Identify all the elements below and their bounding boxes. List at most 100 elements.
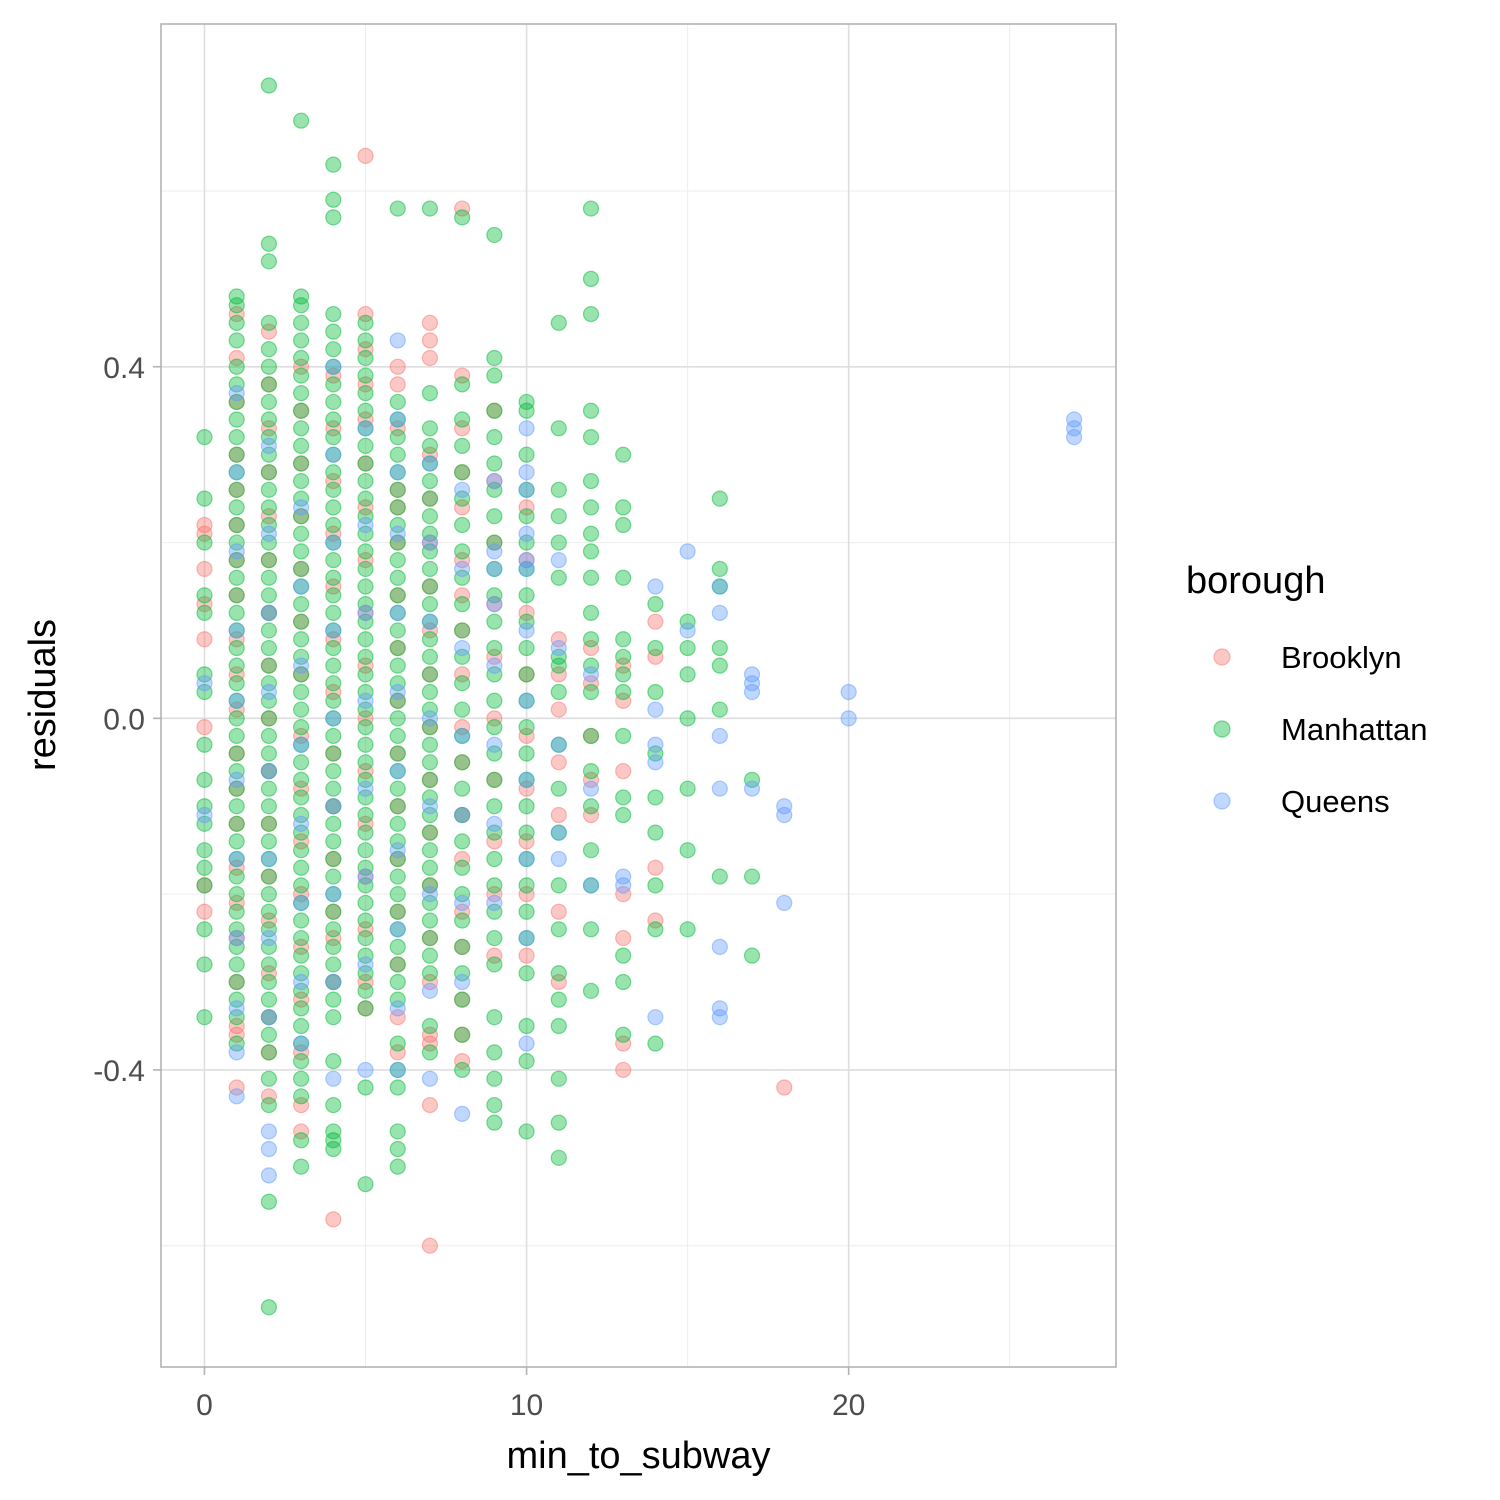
- data-point: [550, 973, 567, 991]
- data-point: [293, 385, 310, 402]
- data-point: [293, 1070, 310, 1087]
- data-point: [454, 912, 471, 929]
- data-point: [582, 428, 600, 446]
- data-point: [260, 569, 278, 586]
- data-point: [711, 1000, 728, 1017]
- data-point: [228, 385, 245, 402]
- data-point: [357, 631, 374, 648]
- data-point: [421, 912, 439, 929]
- data-point: [389, 710, 406, 727]
- data-point: [357, 420, 374, 437]
- data-point: [518, 947, 535, 964]
- data-point: [582, 631, 600, 648]
- data-point: [421, 947, 439, 964]
- data-point: [196, 736, 213, 753]
- data-point: [647, 1009, 664, 1026]
- data-point: [550, 314, 567, 331]
- data-point: [389, 587, 406, 604]
- data-point: [196, 842, 213, 859]
- data-point: [421, 648, 439, 665]
- data-point: [357, 771, 374, 788]
- data-point: [389, 200, 406, 217]
- data-point: [389, 358, 406, 375]
- legend-key: [1213, 792, 1231, 810]
- data-point: [518, 393, 535, 411]
- data-point: [518, 877, 535, 894]
- data-point: [228, 868, 245, 885]
- data-point: [293, 973, 310, 991]
- data-point: [679, 780, 696, 797]
- data-point: [647, 921, 664, 938]
- data-point: [647, 824, 664, 841]
- data-point: [228, 349, 245, 367]
- data-point: [550, 666, 567, 683]
- data-point: [196, 859, 213, 876]
- data-point: [325, 420, 342, 437]
- data-point: [454, 622, 471, 639]
- data-point: [260, 683, 278, 701]
- data-point: [454, 727, 471, 745]
- data-point: [260, 314, 278, 331]
- data-point: [228, 815, 245, 832]
- data-point: [293, 437, 310, 454]
- data-point: [486, 587, 503, 604]
- data-point: [389, 569, 406, 586]
- data-point: [357, 648, 374, 665]
- data-point: [711, 780, 728, 797]
- data-point: [293, 595, 310, 613]
- data-point: [357, 719, 374, 736]
- data-point: [260, 833, 278, 850]
- data-point: [389, 622, 406, 639]
- data-point: [357, 455, 374, 472]
- data-point: [454, 560, 471, 578]
- data-point: [582, 543, 600, 560]
- data-point: [357, 806, 374, 824]
- data-point: [389, 973, 406, 991]
- data-point: [325, 1053, 342, 1070]
- data-point: [454, 209, 471, 226]
- data-point: [260, 675, 278, 692]
- data-point: [421, 490, 439, 507]
- data-point: [518, 1035, 535, 1052]
- data-point: [518, 1053, 535, 1070]
- data-point: [454, 1053, 471, 1070]
- data-point: [357, 367, 374, 384]
- data-point: [293, 314, 310, 331]
- x-tick-label: 20: [832, 1389, 865, 1422]
- data-point: [582, 569, 600, 586]
- data-point: [454, 420, 471, 437]
- data-point: [389, 1009, 406, 1026]
- data-point: [260, 991, 278, 1008]
- data-point: [196, 490, 213, 507]
- data-point: [518, 560, 535, 578]
- data-point: [325, 1123, 342, 1140]
- data-point: [389, 534, 406, 551]
- data-point: [389, 1044, 406, 1061]
- data-point: [679, 921, 696, 938]
- data-point: [486, 692, 503, 709]
- data-point: [325, 367, 342, 384]
- data-point: [743, 947, 761, 964]
- data-point: [615, 877, 632, 894]
- data-point: [260, 1167, 278, 1184]
- data-point: [711, 701, 728, 718]
- data-point: [293, 288, 310, 305]
- data-point: [357, 516, 374, 534]
- data-point: [389, 991, 406, 1008]
- data-point: [421, 824, 439, 841]
- data-point: [293, 965, 310, 982]
- data-point: [582, 675, 600, 692]
- data-point: [518, 525, 535, 542]
- data-point: [421, 710, 439, 727]
- data-point: [550, 877, 567, 894]
- data-point: [293, 420, 310, 437]
- data-point: [389, 938, 406, 955]
- data-point: [389, 886, 406, 903]
- data-point: [389, 727, 406, 745]
- data-point: [389, 428, 406, 446]
- data-point: [582, 982, 600, 999]
- data-point: [582, 727, 600, 745]
- data-point: [293, 719, 310, 736]
- data-point: [228, 701, 245, 718]
- legend-title: borough: [1186, 560, 1325, 602]
